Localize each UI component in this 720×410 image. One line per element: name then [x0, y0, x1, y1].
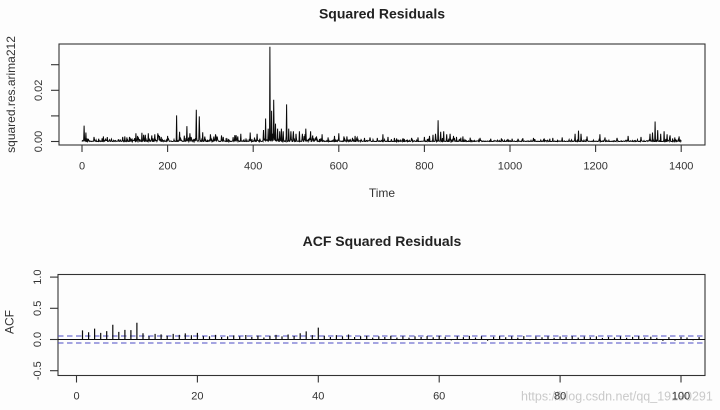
svg-text:ACF: ACF: [3, 310, 17, 334]
svg-text:80: 80: [554, 391, 566, 403]
svg-text:ACF Squared Residuals: ACF Squared Residuals: [303, 233, 462, 249]
svg-text:0.5: 0.5: [32, 301, 44, 316]
svg-text:https://blog.csdn.net/qq_19190: https://blog.csdn.net/qq_19190291: [521, 390, 713, 404]
svg-text:600: 600: [330, 161, 348, 173]
svg-text:1000: 1000: [498, 161, 522, 173]
svg-text:0.00: 0.00: [33, 131, 45, 152]
svg-text:squared.res.arima212: squared.res.arima212: [4, 36, 18, 153]
svg-text:-0.5: -0.5: [32, 361, 44, 380]
svg-text:100: 100: [672, 391, 690, 403]
svg-text:200: 200: [158, 161, 176, 173]
svg-text:0.02: 0.02: [33, 80, 45, 101]
svg-text:1200: 1200: [583, 161, 607, 173]
svg-text:Squared Residuals: Squared Residuals: [319, 6, 445, 22]
svg-text:400: 400: [244, 161, 262, 173]
svg-text:1400: 1400: [669, 161, 693, 173]
svg-text:40: 40: [312, 391, 324, 403]
svg-text:20: 20: [191, 391, 203, 403]
svg-text:0: 0: [73, 391, 79, 403]
svg-text:0.0: 0.0: [32, 332, 44, 347]
svg-text:60: 60: [433, 391, 445, 403]
svg-text:1.0: 1.0: [32, 269, 44, 284]
svg-text:Time: Time: [369, 186, 396, 200]
svg-text:800: 800: [415, 161, 433, 173]
svg-text:0: 0: [79, 161, 85, 173]
